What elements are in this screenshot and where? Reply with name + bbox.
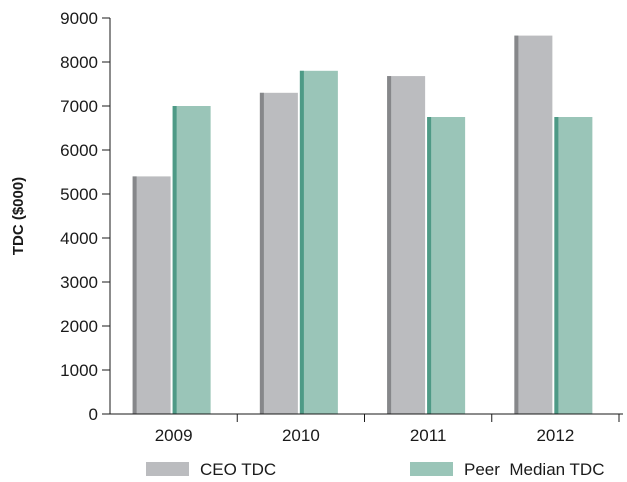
legend: CEO TDC Peer Median TDC xyxy=(146,460,604,479)
bar-ceo-tdc-2012 xyxy=(514,35,553,414)
y-tick-label: 9000 xyxy=(60,9,98,28)
bar-ceo-tdc-2010 xyxy=(259,92,298,415)
y-tick-label: 2000 xyxy=(60,317,98,336)
y-axis-ticks: 0 1000 2000 3000 4000 5000 6000 7000 8000 9000 xyxy=(60,9,110,424)
bar-edge xyxy=(514,35,519,414)
legend-swatch xyxy=(146,462,189,476)
x-tick-label: 2011 xyxy=(410,426,447,445)
bar-edge xyxy=(259,92,264,415)
bar-ceo-tdc-2011 xyxy=(387,76,426,414)
y-tick-label: 3000 xyxy=(60,273,98,292)
y-tick-label: 7000 xyxy=(60,97,98,116)
bar-peer-median-tdc-2012 xyxy=(554,117,593,414)
bar-edge xyxy=(172,106,177,414)
y-axis-title: TDC ($000) xyxy=(10,177,27,255)
bar-ceo-tdc-2009 xyxy=(132,176,171,414)
legend-label: Peer Median TDC xyxy=(464,460,604,479)
bar-peer-median-tdc-2009 xyxy=(172,106,211,414)
bar-edge xyxy=(427,117,432,414)
y-tick-label: 1000 xyxy=(60,361,98,380)
y-tick-label: 6000 xyxy=(60,141,98,160)
y-tick-label: 5000 xyxy=(60,185,98,204)
x-tick-label: 2010 xyxy=(282,426,320,445)
bars xyxy=(132,35,593,415)
bar-peer-median-tdc-2010 xyxy=(299,70,338,415)
bar-edge xyxy=(387,76,392,414)
x-tick-label: 2009 xyxy=(155,426,193,445)
legend-swatch xyxy=(410,462,453,476)
y-tick-label: 0 xyxy=(89,405,98,424)
legend-label: CEO TDC xyxy=(200,460,276,479)
y-tick-label: 4000 xyxy=(60,229,98,248)
bar-edge xyxy=(132,176,137,414)
y-tick-label: 8000 xyxy=(60,53,98,72)
x-axis-ticks: 2009 2010 2011 2012 xyxy=(155,414,620,445)
bar-edge xyxy=(554,117,559,414)
bar-edge xyxy=(299,70,304,415)
x-tick-label: 2012 xyxy=(536,426,574,445)
bar-peer-median-tdc-2011 xyxy=(427,117,466,414)
